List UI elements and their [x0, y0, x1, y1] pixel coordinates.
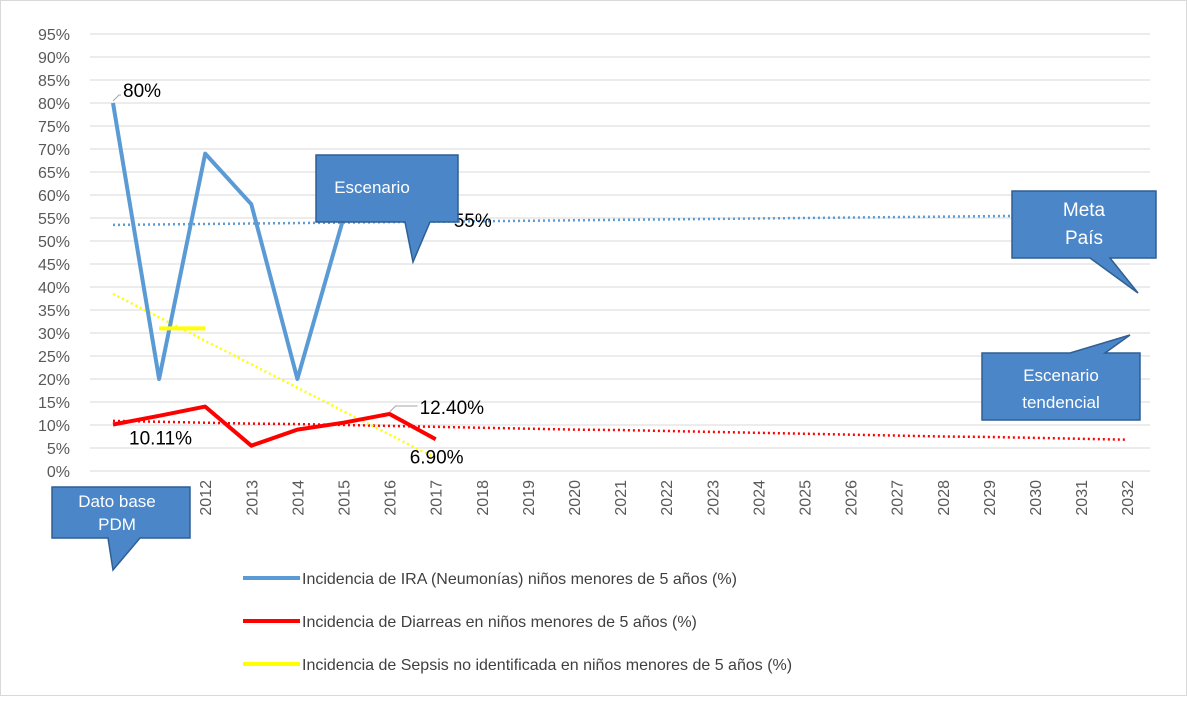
y-tick-label: 15%: [38, 395, 70, 412]
data-label: 55%: [454, 211, 492, 232]
y-tick-label: 75%: [38, 119, 70, 136]
series-line: [112, 404, 437, 448]
callout-text: tendencial: [1022, 393, 1100, 412]
x-tick-label: 2012: [198, 480, 215, 516]
y-tick-label: 65%: [38, 165, 70, 182]
x-tick-label: 2017: [429, 480, 446, 516]
callouts: Escenario Meta País Escenario tendencial…: [51, 154, 1157, 572]
y-tick-label: 70%: [38, 142, 70, 159]
x-tick-label: 2018: [475, 480, 492, 516]
x-tick-label: 2022: [659, 480, 676, 516]
x-tick-label: 2014: [290, 480, 307, 516]
legend-label: Incidencia de Sepsis no identificada en …: [302, 657, 792, 674]
leader-line: [389, 405, 418, 413]
plot-area: 0% 5% 10% 15% 20% 25% 30% 35% 40% 45% 50% 55% 60% 65%…: [38, 27, 1150, 516]
x-tick-label: 2013: [244, 480, 261, 516]
x-tick-label: 2020: [567, 480, 584, 516]
x-tick-label: 2030: [1028, 480, 1045, 516]
y-tick-label: 50%: [38, 234, 70, 251]
y-tick-label: 85%: [38, 73, 70, 90]
leader-line: [112, 94, 121, 102]
y-tick-label: 5%: [47, 441, 70, 458]
data-label: 80%: [123, 81, 161, 102]
y-tick-label: 10%: [38, 418, 70, 435]
y-tick-label: 30%: [38, 326, 70, 343]
y-tick-label: 95%: [38, 27, 70, 44]
x-tick-label: 2016: [383, 480, 400, 516]
data-label: 10.11%: [129, 428, 192, 449]
callout-dato-base: [51, 486, 191, 572]
x-tick-label: 2026: [844, 480, 861, 516]
x-tick-label: 2025: [798, 480, 815, 516]
y-tick-label: 40%: [38, 280, 70, 297]
x-tick-label: 2019: [521, 480, 538, 516]
x-tick-label: 2029: [982, 480, 999, 516]
y-tick-label: 90%: [38, 50, 70, 67]
callout-tendencial: [981, 334, 1141, 421]
callout-text: Escenario: [334, 178, 410, 197]
x-tick-label: 2024: [751, 480, 768, 516]
y-tick-label: 35%: [38, 303, 70, 320]
y-tick-label: 80%: [38, 96, 70, 113]
x-tick-label: 2021: [613, 480, 630, 516]
y-tick-label: 60%: [38, 188, 70, 205]
legend-label: Incidencia de IRA (Neumonías) niños meno…: [302, 571, 737, 588]
trend-line: [112, 292, 437, 460]
callout-text: PDM: [98, 515, 136, 534]
x-tick-label: 2027: [890, 480, 907, 516]
trend-line: [112, 213, 1128, 227]
x-tick-label: 2023: [705, 480, 722, 516]
x-tick-label: 2031: [1074, 480, 1091, 516]
x-tick-label: 2032: [1120, 480, 1137, 516]
x-tick-label: 2015: [337, 480, 354, 516]
y-tick-label: 55%: [38, 211, 70, 228]
y-tick-label: 25%: [38, 349, 70, 366]
callout-text: Dato base: [78, 492, 156, 511]
callout-text: País: [1065, 228, 1103, 249]
y-tick-label: 20%: [38, 372, 70, 389]
data-label: 6.90%: [410, 447, 464, 468]
callout-meta: [1011, 190, 1157, 294]
data-label: 12.40%: [420, 398, 485, 419]
legend-label: Incidencia de Diarreas en niños menores …: [302, 614, 697, 631]
y-tick-label: 45%: [38, 257, 70, 274]
y-tick-label: 0%: [47, 464, 70, 481]
x-tick-label: 2028: [936, 480, 953, 516]
callout-text: Escenario: [1023, 366, 1099, 385]
trend-line: [112, 419, 1128, 441]
callout-text: Meta: [1063, 200, 1106, 221]
callout-escenario: [315, 154, 459, 265]
